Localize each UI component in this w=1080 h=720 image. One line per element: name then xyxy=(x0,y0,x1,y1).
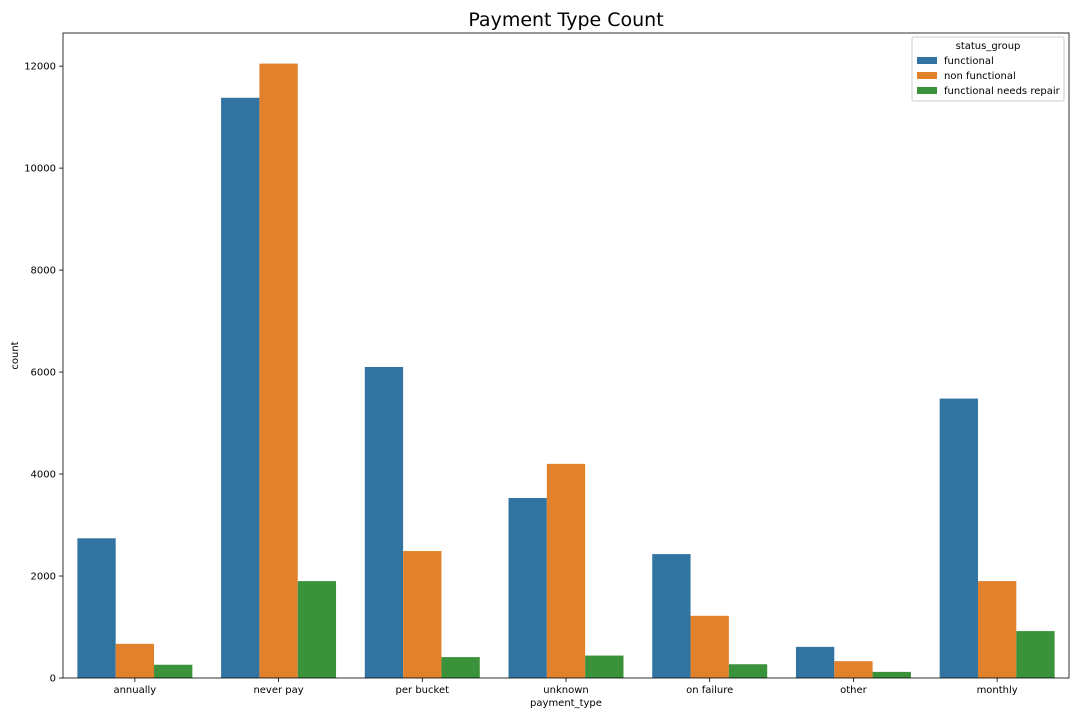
y-tick-label: 2000 xyxy=(31,572,56,583)
x-tick-label: never pay xyxy=(253,685,303,696)
legend-entry-label: non functional xyxy=(944,71,1016,82)
legend-title: status_group xyxy=(956,41,1021,52)
y-tick-label: 10000 xyxy=(24,164,56,175)
x-tick-label: monthly xyxy=(977,685,1018,696)
x-tick-label: unknown xyxy=(543,685,588,696)
bar-never-pay-non-functional xyxy=(259,63,298,678)
y-tick-label: 0 xyxy=(50,674,56,685)
bar-annually-functional-needs-repair xyxy=(154,664,193,678)
bar-unknown-non-functional xyxy=(546,463,586,678)
legend-swatch xyxy=(917,72,937,79)
y-axis: 0 2000 4000 6000 8000 10000 12000 xyxy=(24,62,63,685)
x-axis: annually never pay per bucket unknown on fai… xyxy=(113,678,1018,696)
bar-never-pay-functional-needs-repair xyxy=(297,581,337,678)
x-axis-label: payment_type xyxy=(530,698,602,709)
chart-title: Payment Type Count xyxy=(468,9,663,31)
bar-unknown-functional xyxy=(508,498,547,678)
bar-annually-non-functional xyxy=(115,643,155,678)
legend-entry-label: functional needs repair xyxy=(944,86,1061,97)
bar-per-bucket-functional xyxy=(364,366,404,678)
legend-swatch xyxy=(917,57,937,64)
bar-on-failure-functional-needs-repair xyxy=(728,664,768,678)
legend-entry-label: functional xyxy=(944,56,994,67)
x-tick-label: on failure xyxy=(686,685,733,696)
bar-monthly-functional xyxy=(939,398,978,678)
bar-other-functional-needs-repair xyxy=(872,671,911,678)
y-tick-label: 12000 xyxy=(24,62,56,73)
bar-on-failure-non-functional xyxy=(690,615,729,678)
y-tick-label: 6000 xyxy=(31,368,56,379)
legend: status_group functional non functional func… xyxy=(911,36,1065,102)
y-axis-label: count xyxy=(10,341,21,369)
bar-unknown-functional-needs-repair xyxy=(585,655,624,678)
y-tick-label: 8000 xyxy=(31,266,56,277)
bar-per-bucket-non-functional xyxy=(403,551,442,678)
legend-box xyxy=(911,36,1065,102)
bar-per-bucket-functional-needs-repair xyxy=(441,657,480,678)
bar-monthly-non-functional xyxy=(977,581,1017,678)
legend-swatch xyxy=(917,87,937,94)
y-tick-label: 4000 xyxy=(31,470,56,481)
bar-annually-functional xyxy=(77,538,116,678)
x-tick-label: other xyxy=(840,685,868,696)
bar-other-functional xyxy=(795,646,835,678)
bar-other-non-functional xyxy=(834,661,873,678)
x-tick-label: annually xyxy=(113,685,156,696)
bars-group xyxy=(77,63,1055,678)
bar-never-pay-functional xyxy=(221,97,260,678)
bar-monthly-functional-needs-repair xyxy=(1016,631,1055,678)
x-tick-label: per bucket xyxy=(396,685,450,696)
bar-on-failure-functional xyxy=(652,554,691,678)
